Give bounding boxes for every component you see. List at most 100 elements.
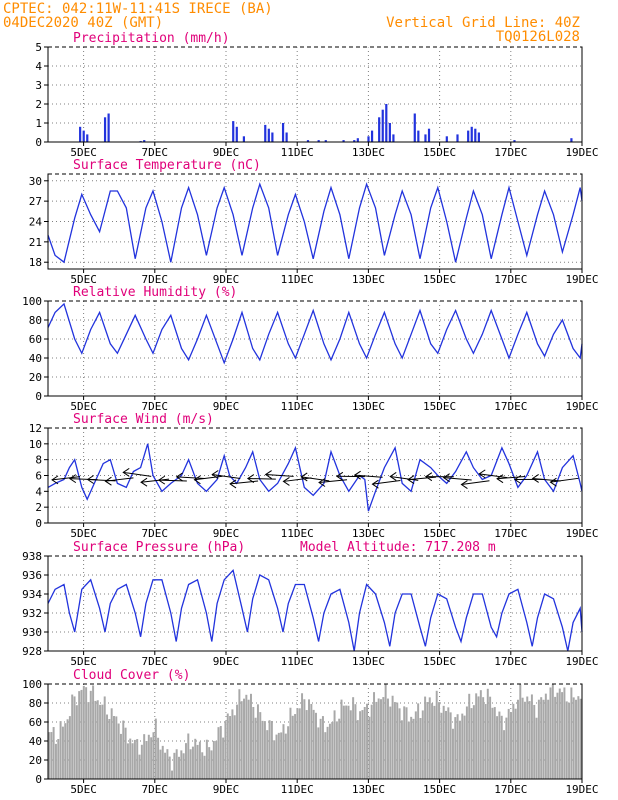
cloud-bar (291, 715, 294, 779)
x-tick-label: 19DEC (565, 400, 598, 413)
x-tick-label: 19DEC (565, 273, 598, 286)
y-tick-label: 40 (29, 735, 42, 748)
cloud-bar (572, 697, 575, 779)
cloud-bar (48, 732, 50, 779)
cloud-bar (145, 741, 148, 779)
cloud-bar (175, 749, 178, 779)
cloud-bar (261, 720, 264, 779)
cloud-bar (352, 697, 355, 779)
cloud-bar (533, 704, 536, 779)
precip-bar (367, 136, 370, 142)
precip-bar (356, 138, 359, 142)
cloud-bar (575, 699, 578, 779)
cloud-bar (154, 718, 157, 779)
precip-bar (470, 126, 473, 142)
x-tick-label: 7DEC (142, 146, 169, 159)
x-tick-label: 15DEC (423, 400, 456, 413)
cloud-bar (268, 720, 271, 779)
series-line (47, 443, 583, 512)
cloud-bar (208, 747, 211, 779)
y-tick-label: 6 (35, 470, 42, 483)
x-tick-label: 19DEC (565, 146, 598, 159)
cloud-bar (486, 688, 489, 779)
cloud-bar (547, 699, 550, 779)
cloud-bar (92, 685, 95, 779)
wind-arrow (140, 478, 170, 483)
precip-bar (317, 140, 320, 142)
cloud-bar (247, 699, 250, 779)
wind-arrow (407, 476, 437, 481)
y-tick-label: 80 (29, 697, 42, 710)
y-tick-label: 100 (22, 295, 42, 308)
cloud-bar (140, 744, 143, 779)
y-tick-label: 938 (22, 550, 42, 563)
cloud-bar (217, 727, 220, 779)
y-tick-label: 20 (29, 754, 42, 767)
cloud-bar (556, 692, 559, 779)
cloud-bar (377, 698, 380, 779)
cloud-bar (136, 739, 139, 779)
x-tick-label: 17DEC (494, 400, 527, 413)
cloud-bar (270, 720, 273, 779)
cloud-bar (203, 755, 206, 779)
cloud-bar (133, 739, 136, 779)
precip-bar (474, 128, 477, 142)
cloud-bar (231, 709, 234, 779)
cloud-bar (164, 752, 167, 779)
cloud-bar (263, 721, 266, 779)
cloud-bar (212, 740, 215, 779)
cloud-bar (219, 726, 222, 779)
cloud-bar (66, 719, 69, 779)
cloud-bar (505, 717, 508, 779)
cloud-bar (554, 696, 557, 779)
cloud-bar (537, 699, 540, 779)
precip-bar (271, 132, 274, 142)
cloud-bar (296, 708, 299, 779)
cloud-bar (405, 707, 408, 779)
wind-arrow (461, 480, 490, 486)
wind-arrow-head (68, 474, 77, 484)
header-station: CPTEC: 042:11W-11:41S IRECE (BA) (3, 1, 273, 17)
x-tick-label: 19DEC (565, 783, 598, 796)
cloud-bar (389, 706, 392, 779)
cloud-bar (333, 710, 336, 779)
panel-annotation: Model Altitude: 717.208 m (300, 540, 496, 555)
cloud-bar (551, 684, 554, 779)
precip-bar (370, 130, 374, 142)
panel-relative-humidity: Relative Humidity (%) 0 20 40 60 80 100 5DEC 7DE… (22, 285, 598, 413)
x-tick-label: 9DEC (213, 655, 240, 668)
cloud-bar (410, 716, 413, 779)
precip-bar (264, 124, 267, 142)
cloud-bar (96, 700, 99, 779)
cloud-bar (198, 741, 201, 779)
wind-arrow (372, 479, 401, 485)
precip-bar (324, 140, 327, 142)
cloud-bar (71, 694, 74, 779)
cloud-bar (400, 720, 403, 779)
cloud-bar (82, 685, 85, 779)
cloud-bar (512, 703, 515, 779)
cloud-bar (138, 754, 141, 779)
precip-bar (285, 132, 288, 142)
cloud-bar (287, 726, 290, 779)
wind-arrow (212, 474, 241, 479)
cloud-bar (500, 715, 503, 779)
cloud-bar (273, 740, 276, 779)
x-tick-label: 11DEC (281, 273, 314, 286)
cloud-bar (110, 708, 113, 779)
cloud-bar (570, 687, 573, 779)
cloud-bar (519, 684, 522, 779)
cloud-bar (465, 706, 468, 779)
y-tick-label: 3 (35, 79, 42, 92)
cloud-bar (277, 732, 280, 779)
x-tick-label: 11DEC (281, 400, 314, 413)
cloud-bar (280, 732, 283, 779)
cloud-bar (226, 713, 229, 779)
cloud-bar (507, 708, 510, 779)
wind-arrow-head (282, 477, 290, 486)
cloud-bar (289, 707, 292, 779)
precip-bar (107, 113, 110, 142)
cloud-bar (317, 727, 320, 779)
cloud-bar (80, 689, 83, 779)
cloud-bar (359, 711, 362, 779)
